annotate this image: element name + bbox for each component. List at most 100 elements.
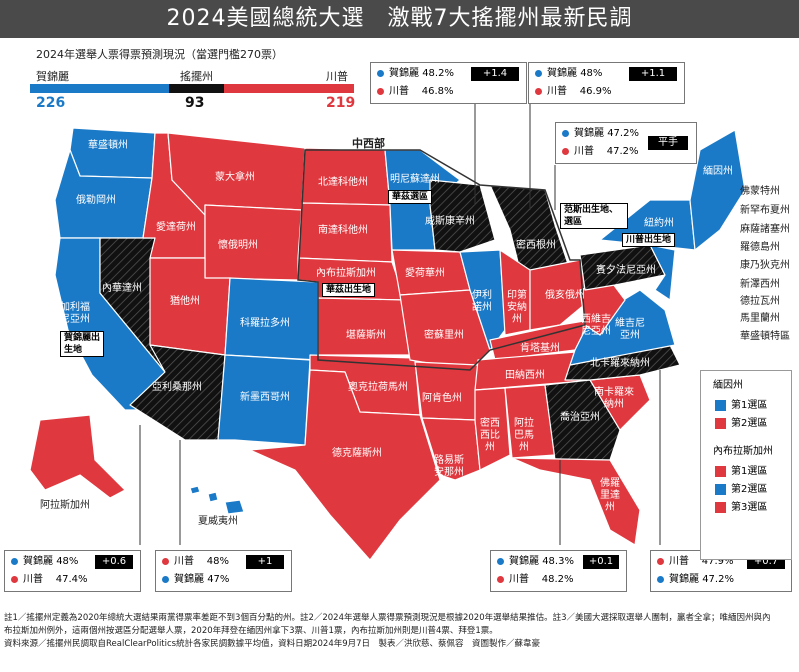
label-rhode-island: 羅德島州 (740, 242, 780, 253)
candidate-pct: 47% (207, 574, 230, 585)
harris-dot (497, 557, 504, 565)
candidate-pct: 48% (206, 556, 229, 567)
label-maine: 緬因州 (703, 166, 733, 177)
georgia-state (544, 379, 621, 461)
label-vermont: 佛蒙特州 (740, 186, 780, 197)
new-england (689, 129, 746, 251)
footnotes: 註1／搖擺州定義為2020年總統大選結果兩黨得票率差距不到3個百分點的州。註2／… (4, 612, 796, 651)
new-jersey-delaware (649, 244, 676, 301)
candidate-name: 賀錦麗 (509, 556, 539, 567)
label-kansas: 堪薩斯州 (346, 330, 386, 341)
label-west-virginia: 西維吉尼亞州 (581, 314, 611, 337)
label-florida: 佛羅里達州 (600, 478, 620, 513)
candidate-name: 賀錦麗 (547, 68, 577, 79)
candidate-name: 川普 (547, 86, 567, 97)
florida-state (511, 457, 641, 546)
ohio-state (529, 259, 591, 331)
trump-dot (657, 557, 664, 565)
legend-item: 第3選區 (731, 502, 768, 513)
candidate-name: 川普 (23, 574, 43, 585)
poll-nevada: 賀錦麗 48% 川普 47.4% +0.6 (4, 550, 141, 592)
label-colorado: 科羅拉多州 (240, 318, 290, 329)
label-kentucky: 肯塔基州 (520, 343, 560, 354)
mississippi-state (474, 387, 511, 471)
legend-swatch (715, 465, 726, 477)
midwest-label: 中西部 (352, 137, 385, 150)
harris-dot (562, 129, 569, 137)
harris-label: 賀錦麗 (36, 70, 69, 83)
label-idaho: 愛達荷州 (156, 222, 196, 233)
label-virginia: 維吉尼亞州 (615, 318, 645, 341)
label-oregon: 俄勒岡州 (76, 195, 116, 206)
label-massachusetts: 麻薩諸塞州 (740, 224, 790, 235)
virginia-state (569, 289, 676, 366)
tag-walz-district: 華茲選區 (388, 190, 433, 204)
tag-trump-birthplace: 川普出生地 (622, 233, 676, 247)
midwest-outline (297, 149, 586, 371)
label-iowa: 愛荷華州 (405, 268, 445, 279)
candidate-pct: 48.2% (422, 68, 454, 79)
label-washington: 華盛頓州 (88, 140, 128, 151)
candidate-pct: 46.9% (579, 86, 612, 97)
washington-state (69, 127, 156, 179)
tag-vance-birthplace: 范斯出生地、選區 (560, 203, 628, 229)
candidate-name: 賀錦麗 (23, 556, 53, 567)
candidate-name: 川普 (574, 146, 594, 157)
harris-dot (11, 557, 18, 565)
candidate-name: 川普 (174, 556, 194, 567)
label-north-dakota: 北達科他州 (318, 177, 368, 188)
poll-arizona: 川普 48% 賀錦麗 47% +1 (155, 550, 292, 592)
trump-votes: 219 (326, 95, 356, 111)
trump-dot (162, 557, 169, 565)
label-illinois: 伊利諾州 (472, 290, 492, 313)
label-arizona: 亞利桑那州 (152, 382, 202, 393)
label-louisiana: 路易斯安那州 (434, 455, 464, 478)
harris-votes: 226 (36, 95, 66, 111)
label-arkansas: 阿肯色州 (422, 393, 462, 404)
trump-dot (497, 575, 504, 583)
legend-swatch (715, 501, 726, 513)
label-utah: 猶他州 (170, 296, 200, 307)
legend-nebraska-title: 內布拉斯加州 (713, 446, 773, 457)
label-oklahoma: 奧克拉荷馬州 (348, 382, 408, 393)
label-hawaii: 夏威夷州 (198, 516, 238, 527)
label-california: 加利福尼亞州 (60, 302, 90, 325)
harris-dot (657, 575, 664, 583)
label-south-dakota: 南達科他州 (318, 225, 368, 236)
label-nevada: 內華達州 (102, 283, 142, 294)
label-alaska: 阿拉斯加州 (40, 500, 90, 511)
swing-bar (169, 84, 224, 93)
legend-swatch (715, 417, 726, 429)
trump-dot (377, 87, 384, 95)
poll-michigan: 賀錦麗 48% 川普 46.9% +1.1 (528, 62, 685, 104)
label-new-hampshire: 新罕布夏州 (740, 205, 790, 216)
poll-georgia: 賀錦麗 48.3% 川普 48.2% +0.1 (490, 550, 627, 592)
trump-dot (11, 575, 18, 583)
legend-item: 第1選區 (731, 466, 768, 477)
texas-state (249, 369, 441, 561)
label-new-york: 紐約州 (644, 218, 674, 229)
poll-margin: +1 (246, 555, 284, 569)
trump-bar (224, 84, 354, 93)
footnote-line: 布拉斯加州例外，這兩個州按選區分配選舉人票，2020年拜登在緬因州拿下3票、川普… (4, 626, 498, 636)
label-michigan: 密西根州 (516, 240, 556, 251)
candidate-pct: 48.2% (541, 574, 574, 585)
tag-harris-birthplace: 賀錦麗出生地 (60, 331, 104, 357)
label-connecticut: 康乃狄克州 (740, 260, 790, 271)
poll-margin: +0.1 (583, 555, 619, 569)
label-north-carolina: 北卡羅來納州 (590, 358, 650, 369)
candidate-pct: 48.3% (542, 556, 574, 567)
poll-margin: +1.1 (629, 67, 677, 81)
electoral-heading: 2024年選舉人票得票預測現況（當選門檻270票） (36, 48, 283, 61)
label-missouri: 密蘇里州 (424, 330, 464, 341)
trump-dot (535, 87, 542, 95)
legend-swatch (715, 483, 726, 495)
legend-item: 第2選區 (731, 418, 768, 429)
label-wisconsin: 威斯康辛州 (425, 216, 475, 227)
candidate-name: 川普 (389, 86, 409, 97)
label-minnesota: 明尼蘇達州 (390, 174, 440, 185)
candidate-pct: 47.2% (606, 146, 639, 157)
kansas-state (317, 297, 411, 356)
trump-dot (562, 147, 569, 155)
